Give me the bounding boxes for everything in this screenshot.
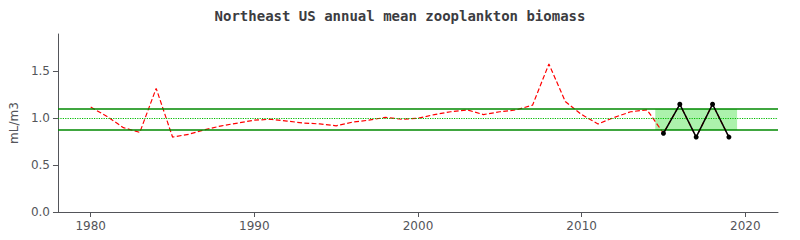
svg-text:2000: 2000 [403,219,434,233]
svg-text:2020: 2020 [730,219,761,233]
svg-text:0.5: 0.5 [31,158,50,172]
svg-text:mL/m3: mL/m3 [7,102,21,144]
svg-text:2010: 2010 [566,219,597,233]
svg-text:1.0: 1.0 [31,111,50,125]
svg-text:1980: 1980 [75,219,106,233]
svg-text:0.0: 0.0 [31,205,50,219]
svg-text:1.5: 1.5 [31,64,50,78]
svg-text:Northeast US annual mean zoopl: Northeast US annual mean zooplankton bio… [215,8,586,24]
svg-text:1990: 1990 [239,219,270,233]
